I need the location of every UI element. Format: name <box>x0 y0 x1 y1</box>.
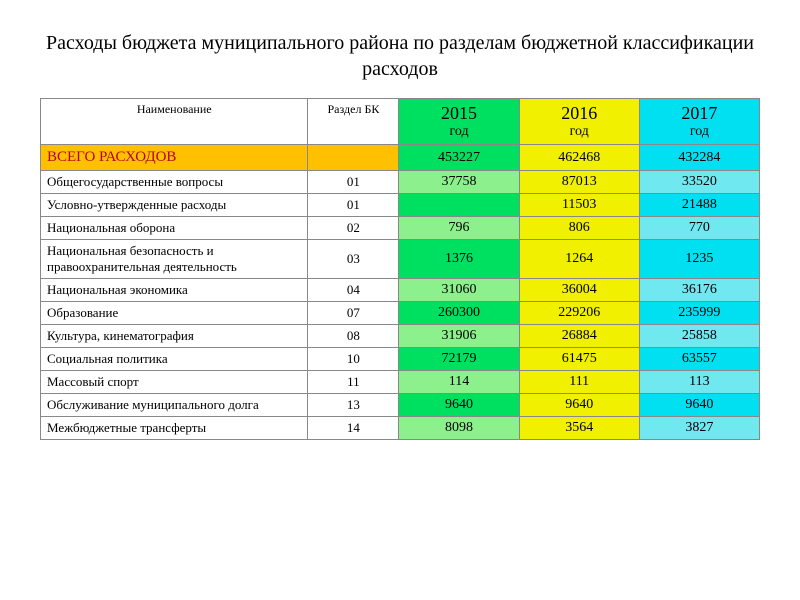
total-value: 453227 <box>399 145 519 171</box>
row-value: 113 <box>639 371 759 394</box>
row-value: 1376 <box>399 240 519 279</box>
row-value: 87013 <box>519 171 639 194</box>
row-code: 13 <box>308 394 399 417</box>
row-code: 04 <box>308 279 399 302</box>
row-name: Массовый спорт <box>41 371 308 394</box>
row-name: Социальная политика <box>41 348 308 371</box>
row-value: 63557 <box>639 348 759 371</box>
header-year: 2017 <box>639 99 759 125</box>
row-value: 1235 <box>639 240 759 279</box>
header-year: 2015 <box>399 99 519 125</box>
row-name: Обслуживание муниципального долга <box>41 394 308 417</box>
row-name: Культура, кинематография <box>41 325 308 348</box>
total-value: 432284 <box>639 145 759 171</box>
row-name: Образование <box>41 302 308 325</box>
row-value: 37758 <box>399 171 519 194</box>
header-year: 2016 <box>519 99 639 125</box>
row-value: 36176 <box>639 279 759 302</box>
row-value: 9640 <box>399 394 519 417</box>
row-value <box>399 194 519 217</box>
row-code: 02 <box>308 217 399 240</box>
row-value: 11503 <box>519 194 639 217</box>
row-value: 72179 <box>399 348 519 371</box>
row-value: 21488 <box>639 194 759 217</box>
row-value: 61475 <box>519 348 639 371</box>
row-name: Национальная оборона <box>41 217 308 240</box>
row-value: 8098 <box>399 417 519 440</box>
row-value: 1264 <box>519 240 639 279</box>
row-code: 03 <box>308 240 399 279</box>
row-value: 3564 <box>519 417 639 440</box>
row-name: Межбюджетные трансферты <box>41 417 308 440</box>
row-value: 33520 <box>639 171 759 194</box>
budget-table: НаименованиеРаздел БК201520162017годгодг… <box>40 98 760 440</box>
row-value: 36004 <box>519 279 639 302</box>
row-code: 01 <box>308 171 399 194</box>
header-year-sub: год <box>639 124 759 145</box>
row-value: 806 <box>519 217 639 240</box>
row-value: 796 <box>399 217 519 240</box>
header-year-sub: год <box>399 124 519 145</box>
row-value: 31060 <box>399 279 519 302</box>
row-value: 770 <box>639 217 759 240</box>
row-value: 3827 <box>639 417 759 440</box>
header-name: Наименование <box>41 99 308 145</box>
row-name: Национальная безопасность и правоохранит… <box>41 240 308 279</box>
page-title: Расходы бюджета муниципального района по… <box>40 30 760 82</box>
row-value: 26884 <box>519 325 639 348</box>
row-code: 10 <box>308 348 399 371</box>
row-code: 08 <box>308 325 399 348</box>
header-year-sub: год <box>519 124 639 145</box>
row-value: 260300 <box>399 302 519 325</box>
row-value: 235999 <box>639 302 759 325</box>
row-name: Общегосударственные вопросы <box>41 171 308 194</box>
total-label: ВСЕГО РАСХОДОВ <box>41 145 308 171</box>
row-value: 111 <box>519 371 639 394</box>
row-value: 114 <box>399 371 519 394</box>
row-name: Национальная экономика <box>41 279 308 302</box>
row-code: 14 <box>308 417 399 440</box>
row-code: 07 <box>308 302 399 325</box>
total-value: 462468 <box>519 145 639 171</box>
row-value: 9640 <box>639 394 759 417</box>
row-name: Условно-утвержденные расходы <box>41 194 308 217</box>
row-value: 9640 <box>519 394 639 417</box>
row-value: 31906 <box>399 325 519 348</box>
total-code <box>308 145 399 171</box>
row-value: 229206 <box>519 302 639 325</box>
row-code: 11 <box>308 371 399 394</box>
row-code: 01 <box>308 194 399 217</box>
row-value: 25858 <box>639 325 759 348</box>
header-code: Раздел БК <box>308 99 399 145</box>
